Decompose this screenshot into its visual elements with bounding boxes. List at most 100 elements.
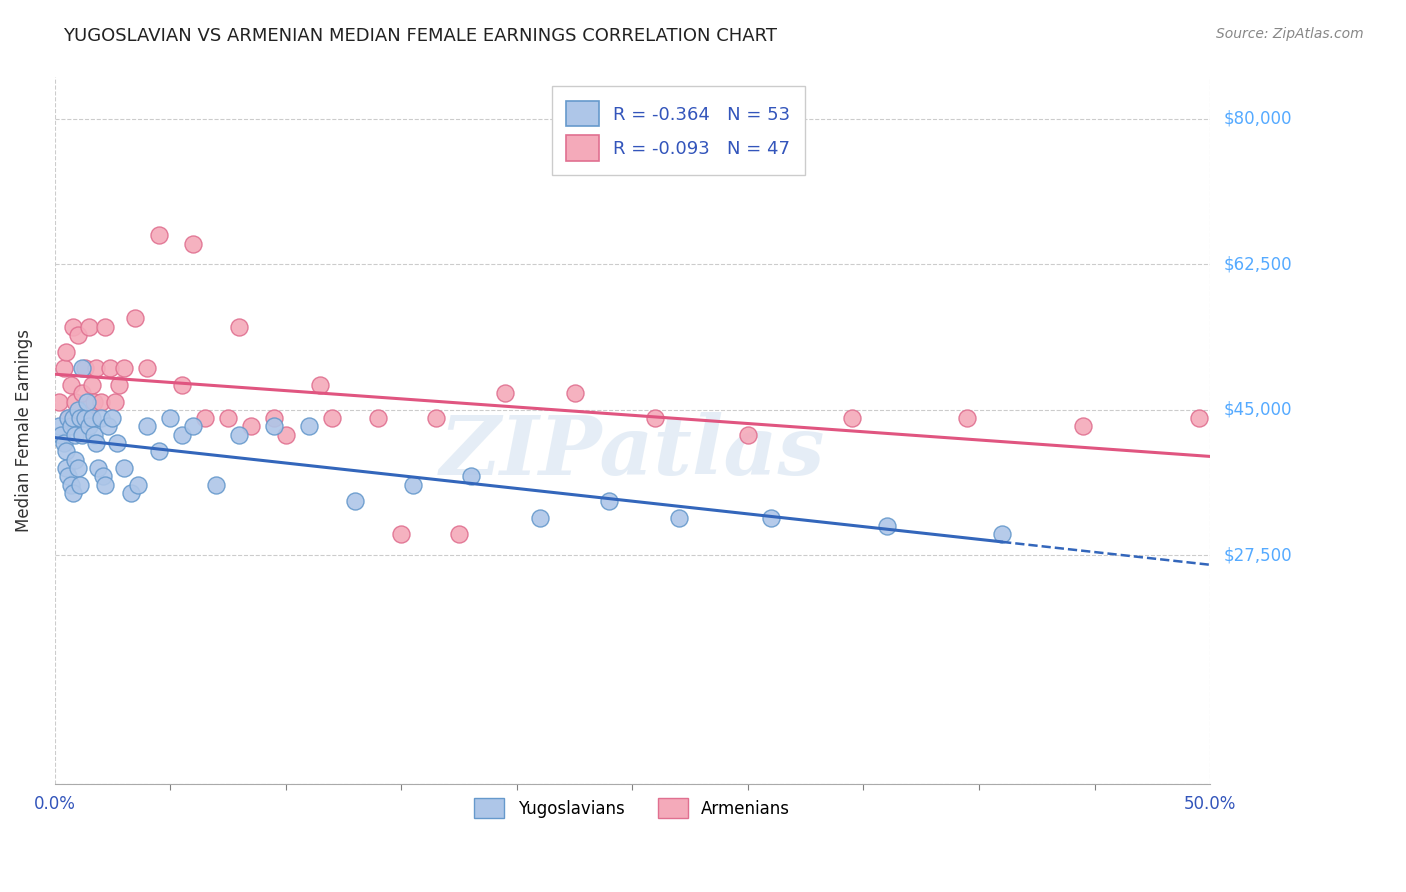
Point xyxy=(77,319,100,334)
Point xyxy=(55,344,77,359)
Point xyxy=(876,519,898,533)
Point xyxy=(181,419,204,434)
Point xyxy=(69,411,91,425)
Point xyxy=(66,402,89,417)
Text: ZIPatlas: ZIPatlas xyxy=(440,412,825,491)
Text: YUGOSLAVIAN VS ARMENIAN MEDIAN FEMALE EARNINGS CORRELATION CHART: YUGOSLAVIAN VS ARMENIAN MEDIAN FEMALE EA… xyxy=(63,27,778,45)
Point xyxy=(72,361,94,376)
Point xyxy=(309,377,332,392)
Point xyxy=(367,411,389,425)
Point xyxy=(181,236,204,251)
Point xyxy=(90,411,112,425)
Point xyxy=(80,377,103,392)
Point xyxy=(84,361,107,376)
Text: $80,000: $80,000 xyxy=(1225,110,1292,128)
Point xyxy=(72,386,94,401)
Point xyxy=(80,411,103,425)
Point xyxy=(494,386,516,401)
Point xyxy=(58,411,80,425)
Point xyxy=(55,461,77,475)
Point xyxy=(65,452,87,467)
Point xyxy=(460,469,482,483)
Point xyxy=(112,461,135,475)
Point xyxy=(217,411,239,425)
Point xyxy=(65,427,87,442)
Point xyxy=(127,477,149,491)
Point xyxy=(402,477,425,491)
Point xyxy=(148,444,170,458)
Point xyxy=(170,427,193,442)
Point xyxy=(1187,411,1209,425)
Point xyxy=(759,511,782,525)
Point xyxy=(737,427,759,442)
Point xyxy=(644,411,666,425)
Text: $45,000: $45,000 xyxy=(1225,401,1292,419)
Point xyxy=(98,361,121,376)
Point xyxy=(58,411,80,425)
Point xyxy=(668,511,690,525)
Point xyxy=(112,361,135,376)
Point xyxy=(194,411,217,425)
Point xyxy=(90,394,112,409)
Point xyxy=(87,461,110,475)
Point xyxy=(62,486,84,500)
Point xyxy=(1071,419,1094,434)
Y-axis label: Median Female Earnings: Median Female Earnings xyxy=(15,329,32,533)
Text: Source: ZipAtlas.com: Source: ZipAtlas.com xyxy=(1216,27,1364,41)
Point xyxy=(59,477,82,491)
Point xyxy=(841,411,863,425)
Point xyxy=(55,444,77,458)
Point xyxy=(159,411,181,425)
Point xyxy=(104,394,127,409)
Point xyxy=(124,311,146,326)
Point xyxy=(84,436,107,450)
Point xyxy=(598,494,620,508)
Point xyxy=(77,419,100,434)
Point xyxy=(73,411,96,425)
Point xyxy=(52,361,75,376)
Point xyxy=(59,419,82,434)
Point xyxy=(991,527,1014,541)
Text: $27,500: $27,500 xyxy=(1225,546,1292,565)
Legend: Yugoslavians, Armenians: Yugoslavians, Armenians xyxy=(468,791,797,825)
Point xyxy=(72,427,94,442)
Point xyxy=(76,411,98,425)
Point xyxy=(529,511,551,525)
Point xyxy=(228,319,250,334)
Point xyxy=(170,377,193,392)
Point xyxy=(97,419,120,434)
Point xyxy=(425,411,447,425)
Text: $62,500: $62,500 xyxy=(1225,255,1292,274)
Point xyxy=(48,394,70,409)
Point xyxy=(343,494,366,508)
Point xyxy=(956,411,979,425)
Point xyxy=(83,394,105,409)
Point xyxy=(564,386,586,401)
Point xyxy=(101,411,124,425)
Point xyxy=(298,419,321,434)
Point xyxy=(263,419,285,434)
Point xyxy=(148,228,170,243)
Point xyxy=(205,477,228,491)
Point xyxy=(52,436,75,450)
Point xyxy=(69,477,91,491)
Point xyxy=(105,436,128,450)
Point xyxy=(66,328,89,343)
Point xyxy=(389,527,412,541)
Point xyxy=(228,427,250,442)
Point xyxy=(263,411,285,425)
Point xyxy=(321,411,343,425)
Point xyxy=(51,427,73,442)
Point xyxy=(62,411,84,425)
Point xyxy=(76,394,98,409)
Point xyxy=(274,427,297,442)
Point xyxy=(83,427,105,442)
Point xyxy=(48,419,70,434)
Point xyxy=(108,377,131,392)
Point xyxy=(65,394,87,409)
Point xyxy=(136,419,159,434)
Point xyxy=(69,411,91,425)
Point xyxy=(94,319,117,334)
Point xyxy=(73,361,96,376)
Point xyxy=(94,477,117,491)
